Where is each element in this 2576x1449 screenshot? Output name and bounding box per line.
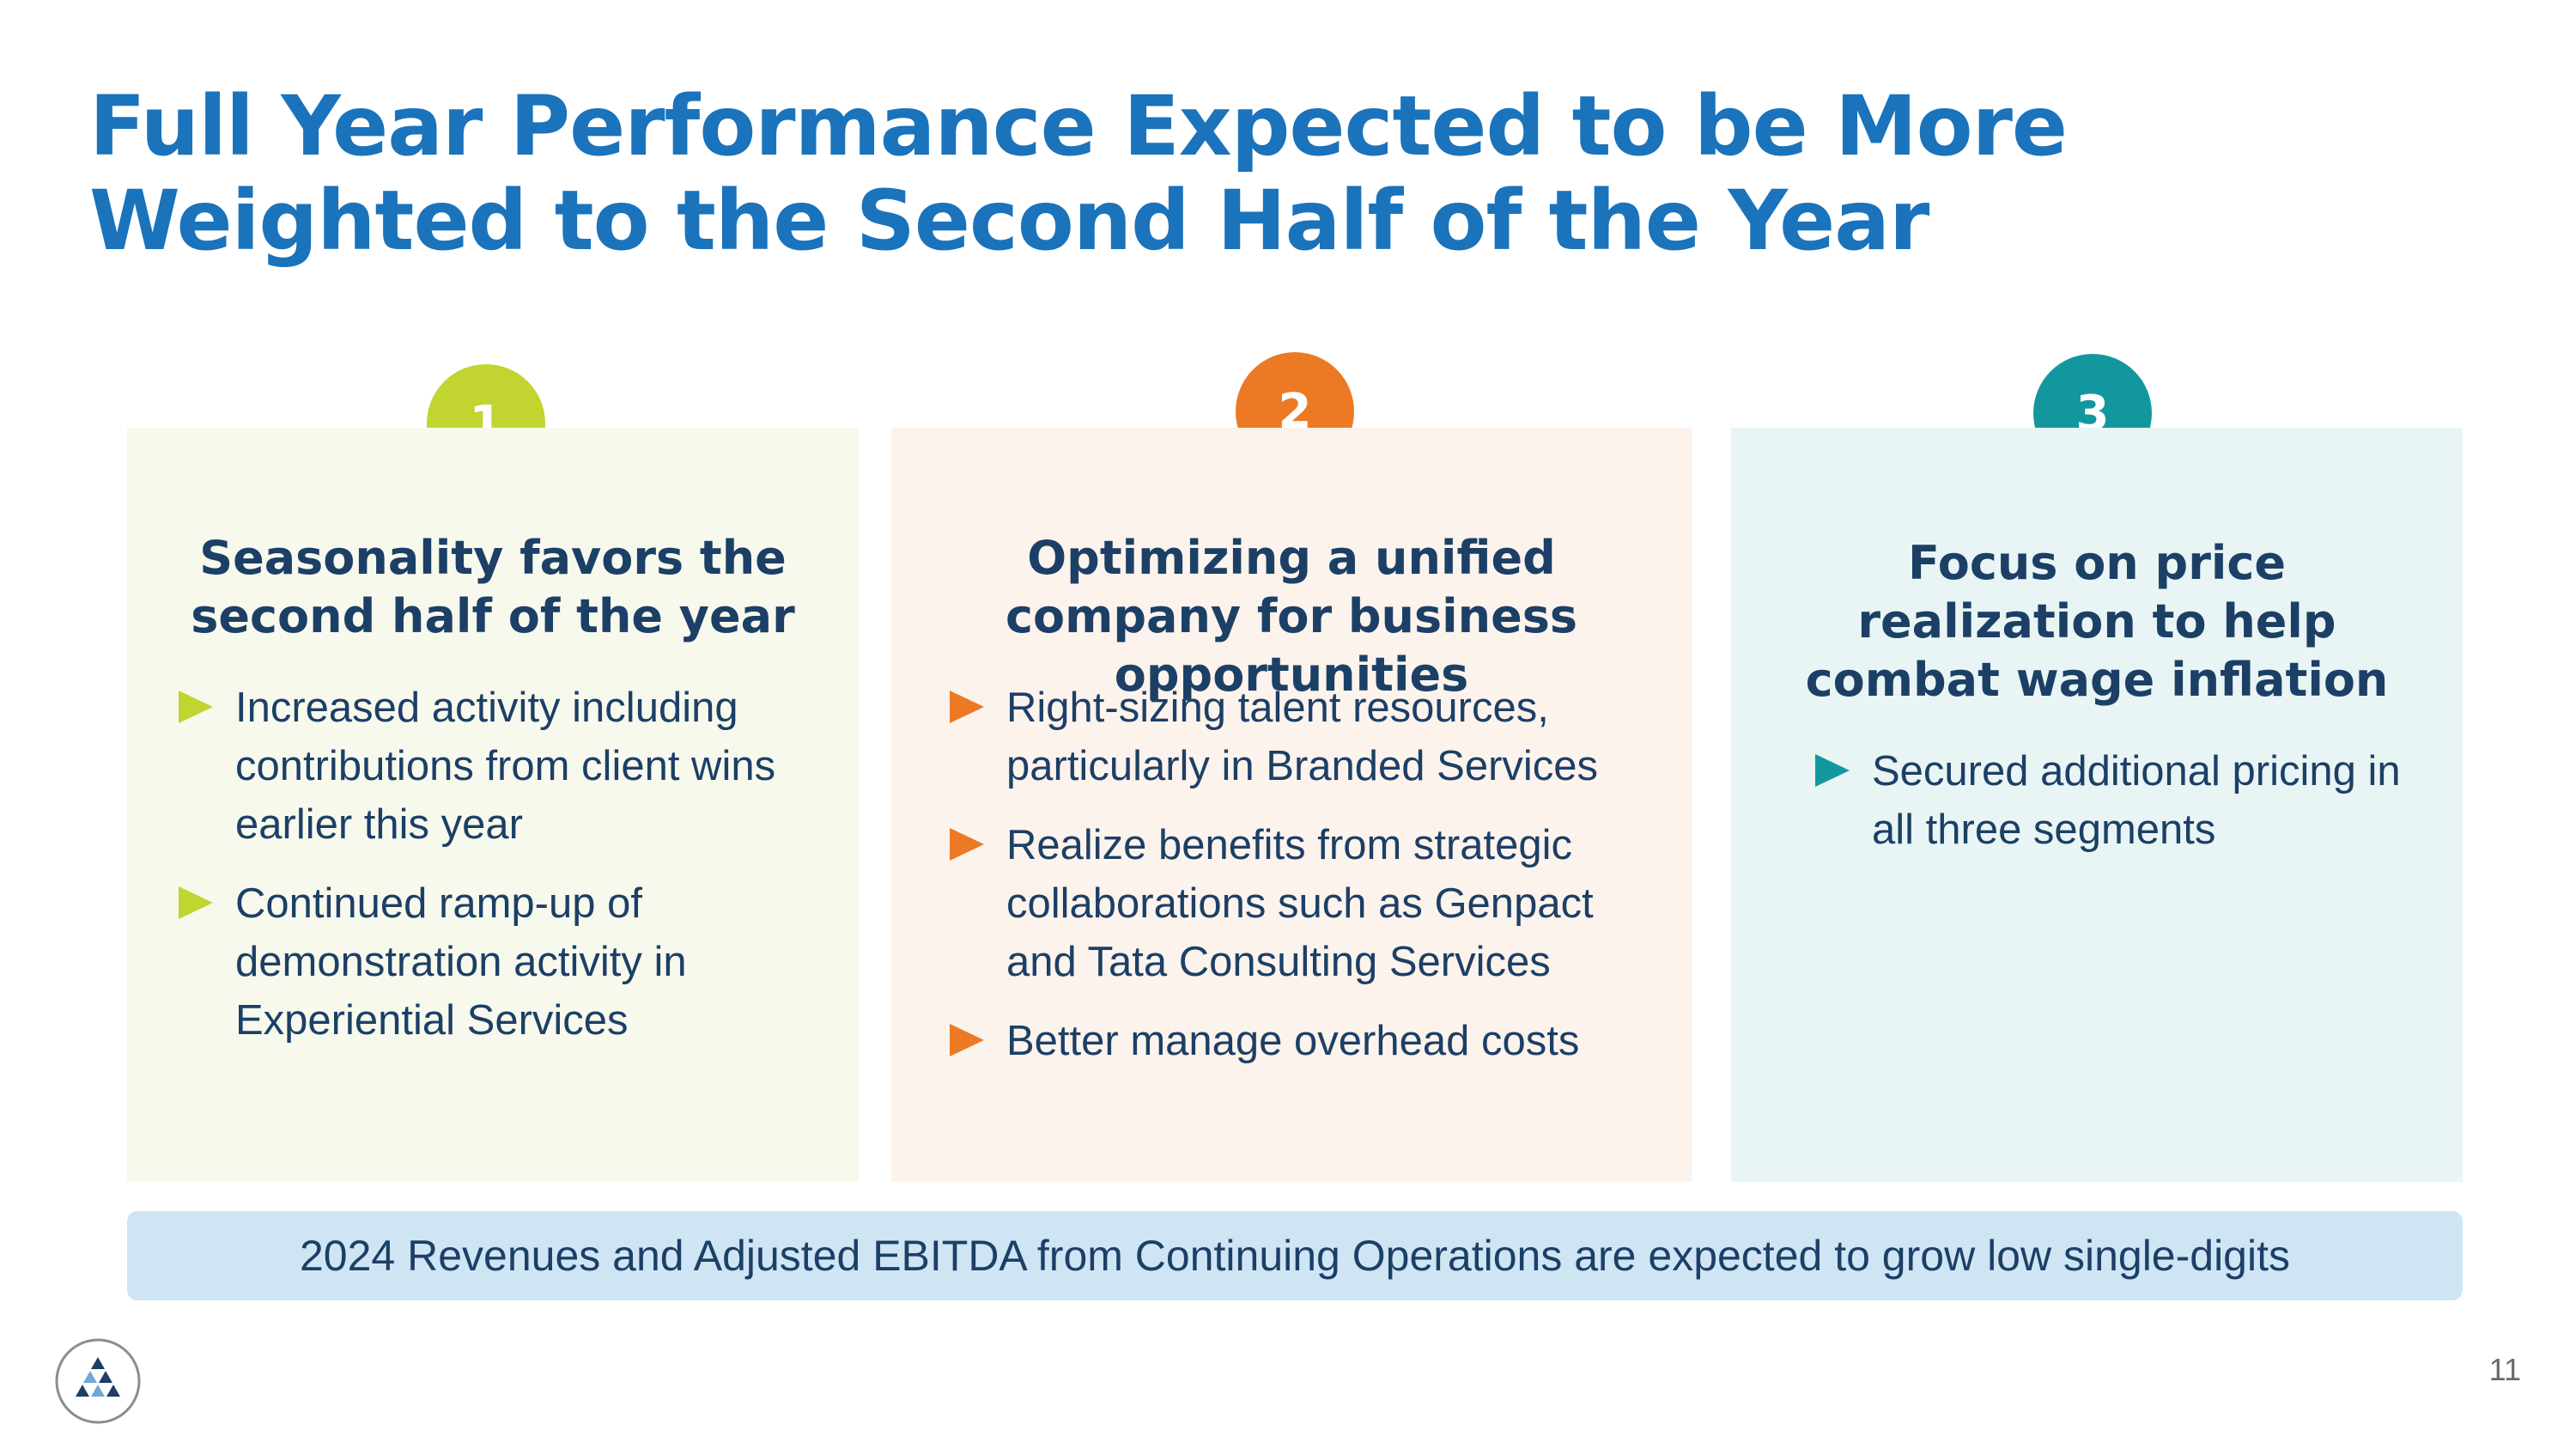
bullet-text: Increased activity including contributio…	[235, 685, 776, 848]
card-price-realization: Focus on price realization to help comba…	[1731, 428, 2463, 1182]
bullet-list: Right-sizing talent resources, particula…	[950, 679, 1671, 1091]
triangle-arrow-icon	[179, 886, 213, 919]
bullet-item: Realize benefits from strategic collabor…	[950, 816, 1671, 991]
card-heading: Focus on price realization to help comba…	[1805, 536, 2389, 707]
bullet-text: Secured additional pricing in all three …	[1872, 748, 2401, 853]
bullet-list: Secured additional pricing in all three …	[1815, 742, 2433, 880]
card-heading: Seasonality favors the second half of th…	[191, 531, 795, 643]
page-number: 11	[2488, 1352, 2521, 1387]
card-heading: Optimizing a unified company for busines…	[1005, 531, 1578, 702]
bullet-item: Right-sizing talent resources, particula…	[950, 679, 1671, 795]
company-logo	[55, 1338, 141, 1424]
triangle-arrow-icon	[1815, 754, 1850, 787]
bullet-item: Better manage overhead costs	[950, 1012, 1671, 1070]
bullet-text: Realize benefits from strategic collabor…	[1006, 822, 1594, 985]
bullet-item: Continued ramp-up of demonstration activ…	[179, 874, 831, 1050]
bullet-item: Increased activity including contributio…	[179, 679, 831, 854]
bullet-list: Increased activity including contributio…	[179, 679, 831, 1070]
triangle-arrow-icon	[950, 828, 984, 861]
triangle-arrow-icon	[950, 1024, 984, 1056]
triangle-arrow-icon	[179, 691, 213, 723]
slide-title: Full Year Performance Expected to be Mor…	[89, 78, 2068, 269]
bullet-text: Right-sizing talent resources, particula…	[1006, 685, 1599, 789]
card-seasonality: Seasonality favors the second half of th…	[127, 428, 859, 1182]
triangle-arrow-icon	[950, 691, 984, 723]
card-optimizing: Optimizing a unified company for busines…	[891, 428, 1692, 1182]
bullet-text: Continued ramp-up of demonstration activ…	[235, 880, 687, 1044]
bullet-item: Secured additional pricing in all three …	[1815, 742, 2433, 859]
bullet-text: Better manage overhead costs	[1006, 1018, 1580, 1064]
summary-banner: 2024 Revenues and Adjusted EBITDA from C…	[127, 1211, 2463, 1300]
